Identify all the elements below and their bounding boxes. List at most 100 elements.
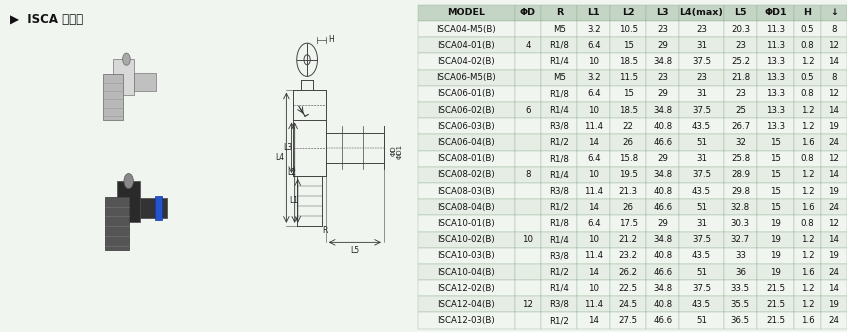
Bar [724,199,756,215]
Text: 10: 10 [588,57,599,66]
Text: 31: 31 [696,41,707,50]
Bar [117,181,141,222]
Bar [515,215,541,231]
Bar [794,118,821,134]
Text: L2: L2 [287,168,296,177]
Text: ΦD: ΦD [390,146,396,156]
Bar [821,53,847,70]
Text: 12: 12 [828,89,839,98]
Text: 28.9: 28.9 [731,170,750,179]
Bar [541,134,578,150]
Bar [756,53,794,70]
Text: 21.5: 21.5 [766,284,785,293]
Text: R1/8: R1/8 [550,41,569,50]
Text: 27.5: 27.5 [618,316,638,325]
Bar [794,86,821,102]
Bar [578,21,610,37]
Bar [646,215,679,231]
Bar [515,86,541,102]
Bar [541,5,578,21]
Bar [679,296,724,312]
Bar [679,264,724,280]
Bar [418,167,515,183]
Bar [541,53,578,70]
Bar [679,5,724,21]
Text: R3/8: R3/8 [550,300,569,309]
Text: M5: M5 [553,73,566,82]
Text: 26: 26 [623,138,634,147]
Bar [679,248,724,264]
Bar [515,248,541,264]
Text: 14: 14 [828,57,839,66]
Text: 31: 31 [696,219,707,228]
Text: 19: 19 [828,251,839,260]
Bar [756,199,794,215]
Bar [515,231,541,248]
Text: 1.2: 1.2 [800,170,814,179]
Bar [756,37,794,53]
Text: 14: 14 [588,316,599,325]
Text: ISCA08-03(B): ISCA08-03(B) [437,187,495,196]
Bar [646,86,679,102]
Bar [646,231,679,248]
Bar [515,53,541,70]
Bar [646,199,679,215]
Text: M5: M5 [553,25,566,34]
Bar [541,280,578,296]
Text: 1.2: 1.2 [800,300,814,309]
Text: 24: 24 [828,316,839,325]
Text: 33: 33 [735,251,746,260]
Bar [756,118,794,134]
Bar [105,197,129,250]
Text: ISCA08-01(B): ISCA08-01(B) [437,154,495,163]
Bar [724,150,756,167]
Text: 3.2: 3.2 [587,73,601,82]
Bar [578,264,610,280]
Bar [821,296,847,312]
Text: 10: 10 [588,235,599,244]
Text: ΦD1: ΦD1 [764,9,787,18]
Bar [141,198,167,218]
Text: 37.5: 37.5 [692,106,711,115]
Text: 23: 23 [657,25,668,34]
Text: 15: 15 [770,203,781,212]
Bar [724,21,756,37]
Bar [794,215,821,231]
Text: 11.4: 11.4 [584,300,603,309]
Bar [418,53,515,70]
Bar [515,167,541,183]
Text: 19.5: 19.5 [618,170,638,179]
Bar [541,215,578,231]
Bar [646,5,679,21]
Text: 23: 23 [735,41,746,50]
Text: 36.5: 36.5 [731,316,750,325]
Bar [418,150,515,167]
Bar [756,296,794,312]
Bar [418,21,515,37]
Text: ΦD1: ΦD1 [396,143,402,159]
Text: ISCA08-04(B): ISCA08-04(B) [437,203,495,212]
Text: 10: 10 [588,284,599,293]
Bar [578,118,610,134]
Bar [724,70,756,86]
Bar [578,53,610,70]
Bar [610,134,646,150]
Text: R1/4: R1/4 [550,106,569,115]
Bar [515,183,541,199]
Text: 1.2: 1.2 [800,106,814,115]
Bar [610,296,646,312]
Text: ISCA06-02(B): ISCA06-02(B) [437,106,495,115]
Text: 10: 10 [588,106,599,115]
Text: H: H [328,35,334,44]
Text: 32: 32 [735,138,746,147]
Text: R: R [556,9,563,18]
Text: ISCA10-03(B): ISCA10-03(B) [437,251,495,260]
Text: 15: 15 [770,154,781,163]
Bar [578,167,610,183]
Text: 12: 12 [828,154,839,163]
Bar [610,70,646,86]
Bar [756,21,794,37]
Text: 19: 19 [770,251,781,260]
Bar [646,296,679,312]
Text: L4: L4 [275,153,285,162]
